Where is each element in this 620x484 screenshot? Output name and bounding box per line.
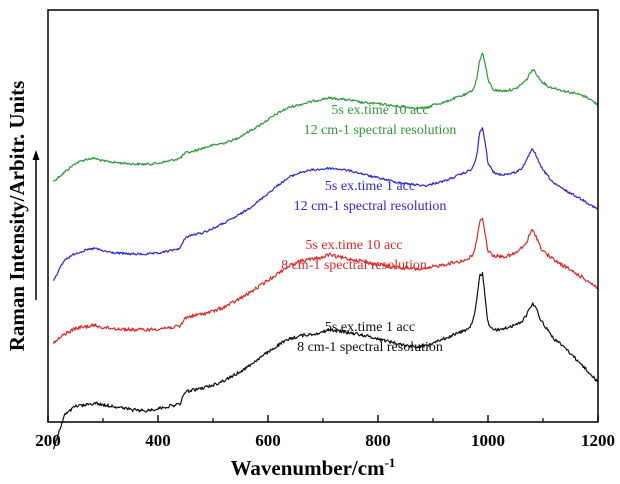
x-axis-title-main: Wavenumber/cm [231,456,385,480]
annotation-3-line-2: 8 cm-1 spectral resolution [281,258,427,273]
x-tick-label-200: 200 [35,431,61,450]
annotation-1-line-2: 12 cm-1 spectral resolution [304,123,457,138]
x-axis-title: Wavenumber/cm-1 [231,455,396,480]
axis-layer: 200 400 600 800 1000 1200 [35,415,615,450]
annotation-4-line-1: 5s ex.time 1 acc [325,320,415,335]
plot-frame [47,9,599,423]
x-axis-title-superscript: -1 [385,455,396,470]
x-tick-label-400: 400 [145,431,171,450]
x-tick-label-1200: 1200 [581,431,615,450]
series-line-4 [52,271,599,450]
series-line-3 [52,217,599,345]
annotation-3-line-1: 5s ex.time 10 acc [305,238,402,253]
annotation-1-line-1: 5s ex.time 10 acc [331,103,428,118]
series-layer [52,52,599,450]
annotation-2-line-1: 5s ex.time 1 acc [325,179,415,194]
annotation-4-line-2: 8 cm-1 spectral resolution [297,340,443,355]
series-line-2 [52,127,599,282]
y-axis-title: Raman Intensity/Arbitr. Units [5,81,29,352]
x-tick-label-800: 800 [365,431,391,450]
series-line-1 [52,52,599,182]
x-tick-label-600: 600 [255,431,281,450]
annotation-2-line-2: 12 cm-1 spectral resolution [294,199,447,214]
y-axis-arrow-head [32,150,40,160]
annotation-layer: 5s ex.time 10 acc 12 cm-1 spectral resolu… [281,103,456,355]
x-tick-label-1000: 1000 [471,431,505,450]
